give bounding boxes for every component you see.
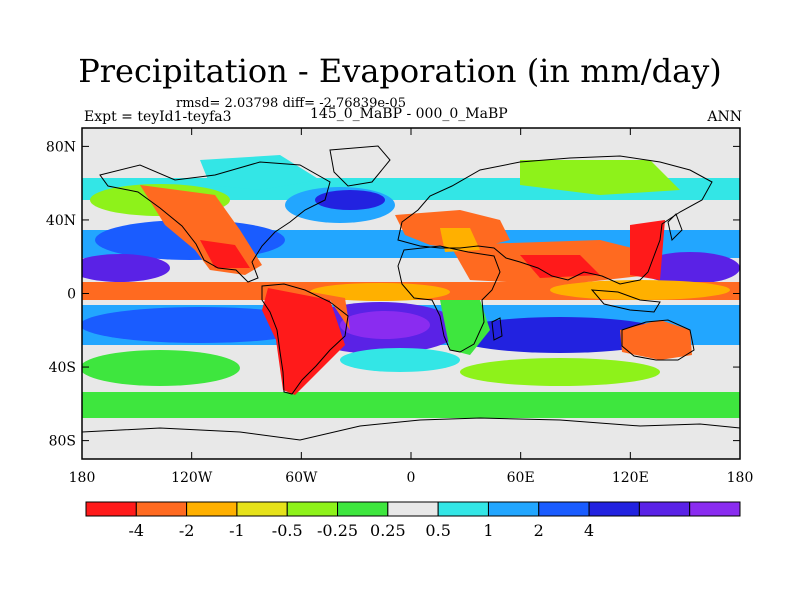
field-band-south-ocean	[82, 392, 740, 418]
coastline-antarctica	[82, 417, 740, 441]
x-tick-label: 180	[69, 470, 96, 486]
coastline-south-america	[261, 283, 349, 395]
colorbar-label: -2	[179, 521, 195, 540]
colorbar-swatch	[538, 501, 590, 517]
colorbar-label: -0.25	[317, 521, 358, 540]
field-australia-dry	[620, 320, 692, 360]
y-tick-label: 40N	[46, 213, 76, 229]
stats-label: rmsd= 2.03798 diff= -2.76839e-05	[176, 96, 406, 111]
field-south-green-west	[82, 350, 240, 386]
y-tick-label: 80N	[46, 139, 76, 155]
colorbar-swatch	[487, 501, 540, 517]
map-field	[82, 128, 740, 459]
field-equator-yellow	[310, 283, 450, 301]
field-south-cyan	[340, 348, 460, 372]
coastline-madagascar	[491, 317, 503, 341]
colorbar-label: 2	[534, 521, 544, 540]
field-south-green-east	[460, 358, 660, 386]
field-south-america-orange	[300, 290, 350, 330]
coastline-africa	[397, 245, 501, 353]
x-tick-label: 120E	[612, 470, 649, 486]
field-asia-red	[520, 255, 600, 278]
colorbar-swatch	[387, 501, 439, 517]
colorbar: -4 -2 -1 -0.5 -0.25 0.25 0.5 1 2 4	[85, 501, 741, 540]
colorbar-swatch	[689, 501, 741, 517]
coastline-maritime-asia	[590, 289, 661, 313]
coastline-greenland	[329, 145, 391, 187]
field-siberia-green	[520, 160, 680, 195]
colorbar-swatch	[135, 501, 188, 517]
y-axis: 80N 40N 0 40S 80S	[46, 139, 740, 450]
field-africa-green	[440, 300, 490, 355]
colorbar-swatch	[337, 501, 389, 517]
field-south-atlantic-core	[340, 311, 430, 339]
x-tick-label: 120W	[171, 470, 213, 486]
coastline-eurasia	[397, 155, 713, 285]
y-tick-label: 80S	[49, 434, 76, 450]
x-tick-label: 60W	[285, 470, 318, 486]
colorbar-label: -1	[229, 521, 245, 540]
period-label: 145_0_MaBP - 000_0_MaBP	[310, 106, 508, 122]
colorbar-label: -0.5	[272, 521, 303, 540]
season-label: ANN	[707, 109, 742, 125]
field-east-asia-red	[630, 220, 665, 280]
colorbar-label: 0.25	[370, 521, 406, 540]
colorbar-swatch	[236, 501, 288, 517]
colorbar-swatch	[588, 501, 640, 517]
field-indian-ocean-deep	[450, 317, 670, 353]
x-tick-label: 60E	[507, 470, 535, 486]
field-south-pacific-deep	[82, 307, 320, 343]
colorbar-label: 1	[483, 521, 493, 540]
colorbar-swatch	[85, 501, 137, 517]
colorbar-swatch	[286, 501, 339, 517]
coastline-north-america	[99, 161, 331, 283]
colorbar-label: 0.5	[425, 521, 450, 540]
colorbar-label: 4	[584, 521, 594, 540]
y-tick-label: 40S	[49, 360, 76, 376]
field-asia-yellow	[440, 228, 480, 252]
chart-title: Precipitation - Evaporation (in mm/day)	[78, 52, 722, 90]
coastlines	[82, 145, 740, 441]
experiment-label: Expt = teyId1-teyfa3	[84, 109, 232, 125]
coastline-japan	[667, 213, 683, 241]
colorbar-swatch	[186, 501, 238, 517]
y-tick-label: 0	[67, 287, 76, 303]
x-tick-label: 0	[407, 470, 416, 486]
field-equator-west-pacific	[550, 280, 730, 300]
field-itcz-west	[82, 254, 170, 282]
field-itcz-east	[640, 252, 740, 284]
colorbar-label: -4	[129, 521, 145, 540]
colorbar-swatch	[638, 501, 691, 517]
coastline-australia	[621, 319, 695, 361]
x-tick-label: 180	[727, 470, 754, 486]
x-axis: 180 120W 60W 0 60E 120E 180	[69, 128, 754, 486]
field-north-america-core	[200, 240, 250, 268]
field-north-atlantic-deep	[315, 190, 385, 210]
colorbar-swatch	[437, 501, 489, 517]
